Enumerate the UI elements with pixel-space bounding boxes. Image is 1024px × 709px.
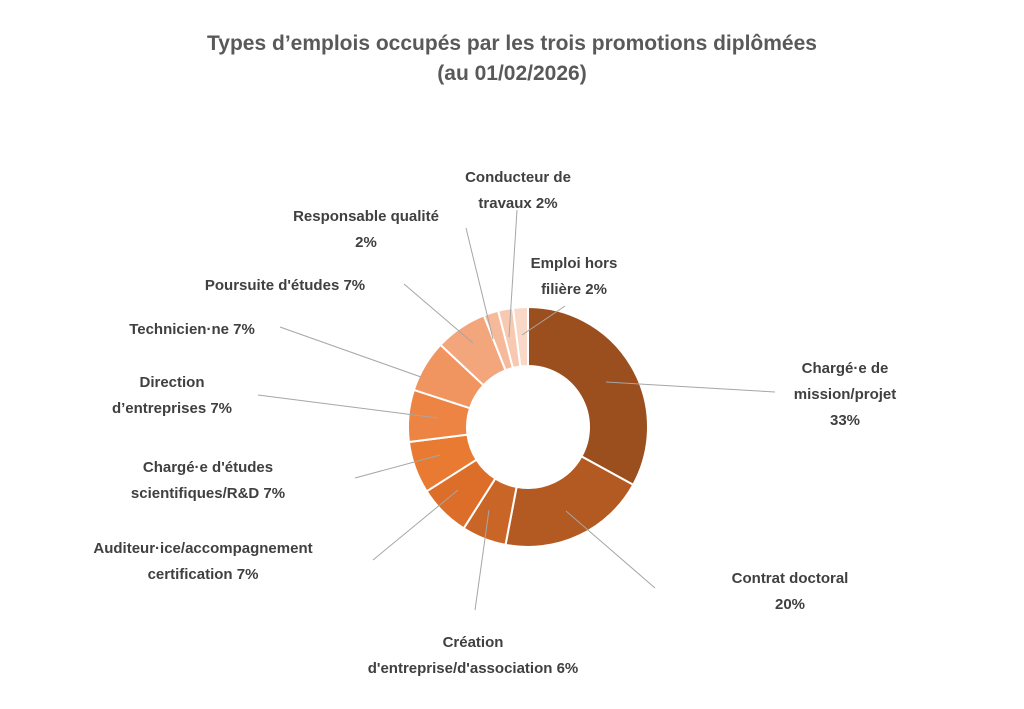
leader-line — [257, 394, 439, 419]
slice-label: Responsable qualité 2% — [293, 208, 439, 251]
leader-line — [372, 489, 459, 561]
leader-line — [605, 381, 776, 393]
slice-label: Emploi hors filière 2% — [531, 255, 618, 298]
leader-line — [565, 510, 656, 589]
leader-line — [508, 209, 518, 338]
chart-title: Types d’emplois occupés par les trois pr… — [207, 32, 817, 55]
leader-line — [354, 454, 441, 479]
slice-label: Contrat doctoral 20% — [732, 570, 849, 613]
leader-line — [403, 283, 474, 344]
slice-label: Chargé·e de mission/projet 33% — [794, 360, 897, 429]
donut-slice — [504, 455, 635, 548]
slice-label: Direction d’entreprises 7% — [112, 374, 232, 417]
slice-label: Auditeur·ice/accompagnement certification… — [93, 540, 312, 583]
slice-label: Création d'entreprise/d'association 6% — [368, 634, 579, 677]
leader-line — [279, 326, 422, 378]
slice-label: Chargé·e d'études scientifiques/R&D 7% — [131, 459, 285, 502]
donut-slice — [527, 305, 649, 487]
slice-label: Poursuite d'études 7% — [205, 277, 365, 294]
leader-line — [474, 509, 490, 611]
slice-label: Technicien·ne 7% — [129, 321, 255, 338]
donut-slice — [511, 305, 529, 368]
leader-line — [465, 227, 494, 340]
slice-label: Conducteur de travaux 2% — [465, 169, 571, 212]
chart-subtitle: (au 01/02/2026) — [437, 62, 587, 85]
leader-line — [521, 305, 566, 336]
